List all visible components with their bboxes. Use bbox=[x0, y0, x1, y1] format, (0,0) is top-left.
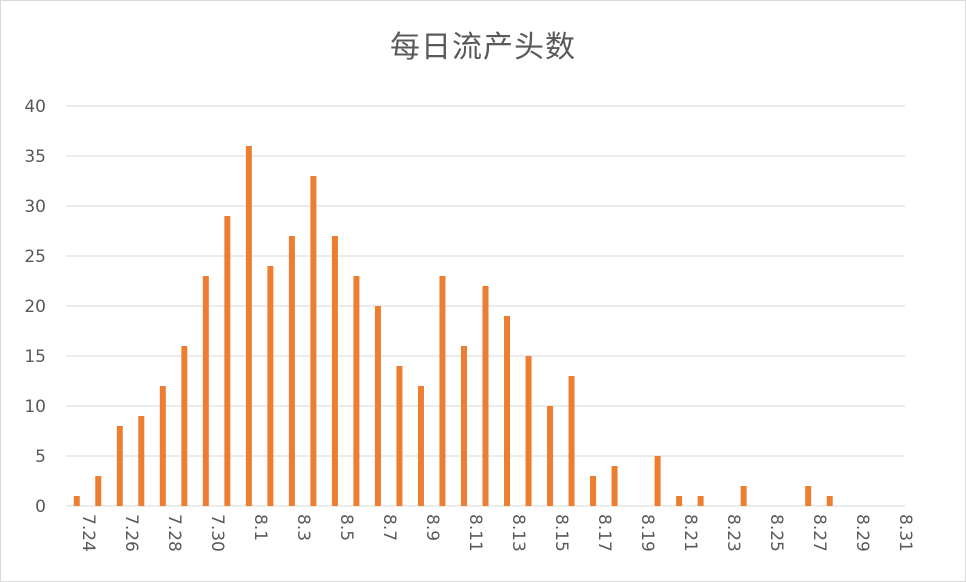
x-tick-label: 8.13 bbox=[508, 514, 528, 552]
y-tick-label: 20 bbox=[24, 297, 46, 317]
bar-8.8 bbox=[396, 366, 403, 506]
bar-8.10 bbox=[439, 276, 446, 506]
bar-8.15 bbox=[547, 406, 554, 506]
bar-8.4 bbox=[310, 176, 317, 506]
bar-8.2 bbox=[267, 266, 274, 506]
x-tick-label: 8.31 bbox=[895, 514, 915, 552]
x-tick-label: 7.30 bbox=[207, 514, 227, 552]
bar-8.21 bbox=[676, 496, 683, 506]
y-tick-label: 5 bbox=[35, 447, 46, 467]
bar-7.31 bbox=[224, 216, 231, 506]
x-tick-label: 7.24 bbox=[78, 514, 98, 552]
y-tick-label: 10 bbox=[24, 397, 46, 417]
bar-7.28 bbox=[159, 386, 166, 506]
chart-title: 每日流产头数 bbox=[390, 30, 576, 65]
bar-7.27 bbox=[138, 416, 145, 506]
y-tick-label: 40 bbox=[24, 97, 46, 117]
bar-8.14 bbox=[525, 356, 532, 506]
bar-7.25 bbox=[95, 476, 102, 506]
bar-8.5 bbox=[331, 236, 338, 506]
bar-7.30 bbox=[202, 276, 209, 506]
x-tick-label: 8.25 bbox=[766, 514, 786, 552]
bar-7.29 bbox=[181, 346, 188, 506]
x-tick-label: 8.3 bbox=[293, 514, 313, 541]
x-tick-label: 8.19 bbox=[637, 514, 657, 552]
x-tick-label: 8.9 bbox=[422, 514, 442, 541]
x-axis-ticks: 7.24 7.26 7.28 7.30 8.1 8.3 8.5 8.7 8.9 8.11 8.13 8… bbox=[78, 514, 915, 552]
bar-8.9 bbox=[417, 386, 424, 506]
bar-8.18 bbox=[611, 466, 618, 506]
bar-8.12 bbox=[482, 286, 489, 506]
y-tick-label: 30 bbox=[24, 197, 46, 217]
bar-8.28 bbox=[826, 496, 833, 506]
bar-8.17 bbox=[590, 476, 597, 506]
bars bbox=[73, 146, 833, 506]
y-axis-ticks: 0 5 10 15 20 25 30 35 40 bbox=[24, 97, 46, 517]
x-tick-label: 8.27 bbox=[809, 514, 829, 552]
y-tick-label: 35 bbox=[24, 147, 46, 167]
x-tick-label: 8.23 bbox=[723, 514, 743, 552]
bar-8.16 bbox=[568, 376, 575, 506]
bar-8.27 bbox=[805, 486, 812, 506]
bar-8.1 bbox=[245, 146, 252, 506]
x-tick-label: 8.17 bbox=[594, 514, 614, 552]
bar-8.24 bbox=[740, 486, 747, 506]
bar-7.26 bbox=[116, 426, 123, 506]
y-tick-label: 15 bbox=[24, 347, 46, 367]
bar-8.7 bbox=[374, 306, 381, 506]
bar-8.3 bbox=[288, 236, 295, 506]
y-tick-label: 25 bbox=[24, 247, 46, 267]
bar-8.11 bbox=[460, 346, 467, 506]
bar-8.6 bbox=[353, 276, 360, 506]
bar-7.24 bbox=[73, 496, 80, 506]
bar-8.22 bbox=[697, 496, 704, 506]
bar-8.13 bbox=[504, 316, 511, 506]
x-tick-label: 7.28 bbox=[164, 514, 184, 552]
y-tick-label: 0 bbox=[35, 497, 46, 517]
x-tick-label: 8.29 bbox=[852, 514, 872, 552]
bar-8.20 bbox=[654, 456, 661, 506]
x-tick-label: 8.1 bbox=[250, 514, 270, 541]
x-tick-label: 8.21 bbox=[680, 514, 700, 552]
x-tick-label: 8.7 bbox=[379, 514, 399, 541]
x-tick-label: 8.5 bbox=[336, 514, 356, 541]
x-tick-label: 8.15 bbox=[551, 514, 571, 552]
x-tick-label: 7.26 bbox=[121, 514, 141, 552]
x-tick-label: 8.11 bbox=[465, 514, 485, 552]
